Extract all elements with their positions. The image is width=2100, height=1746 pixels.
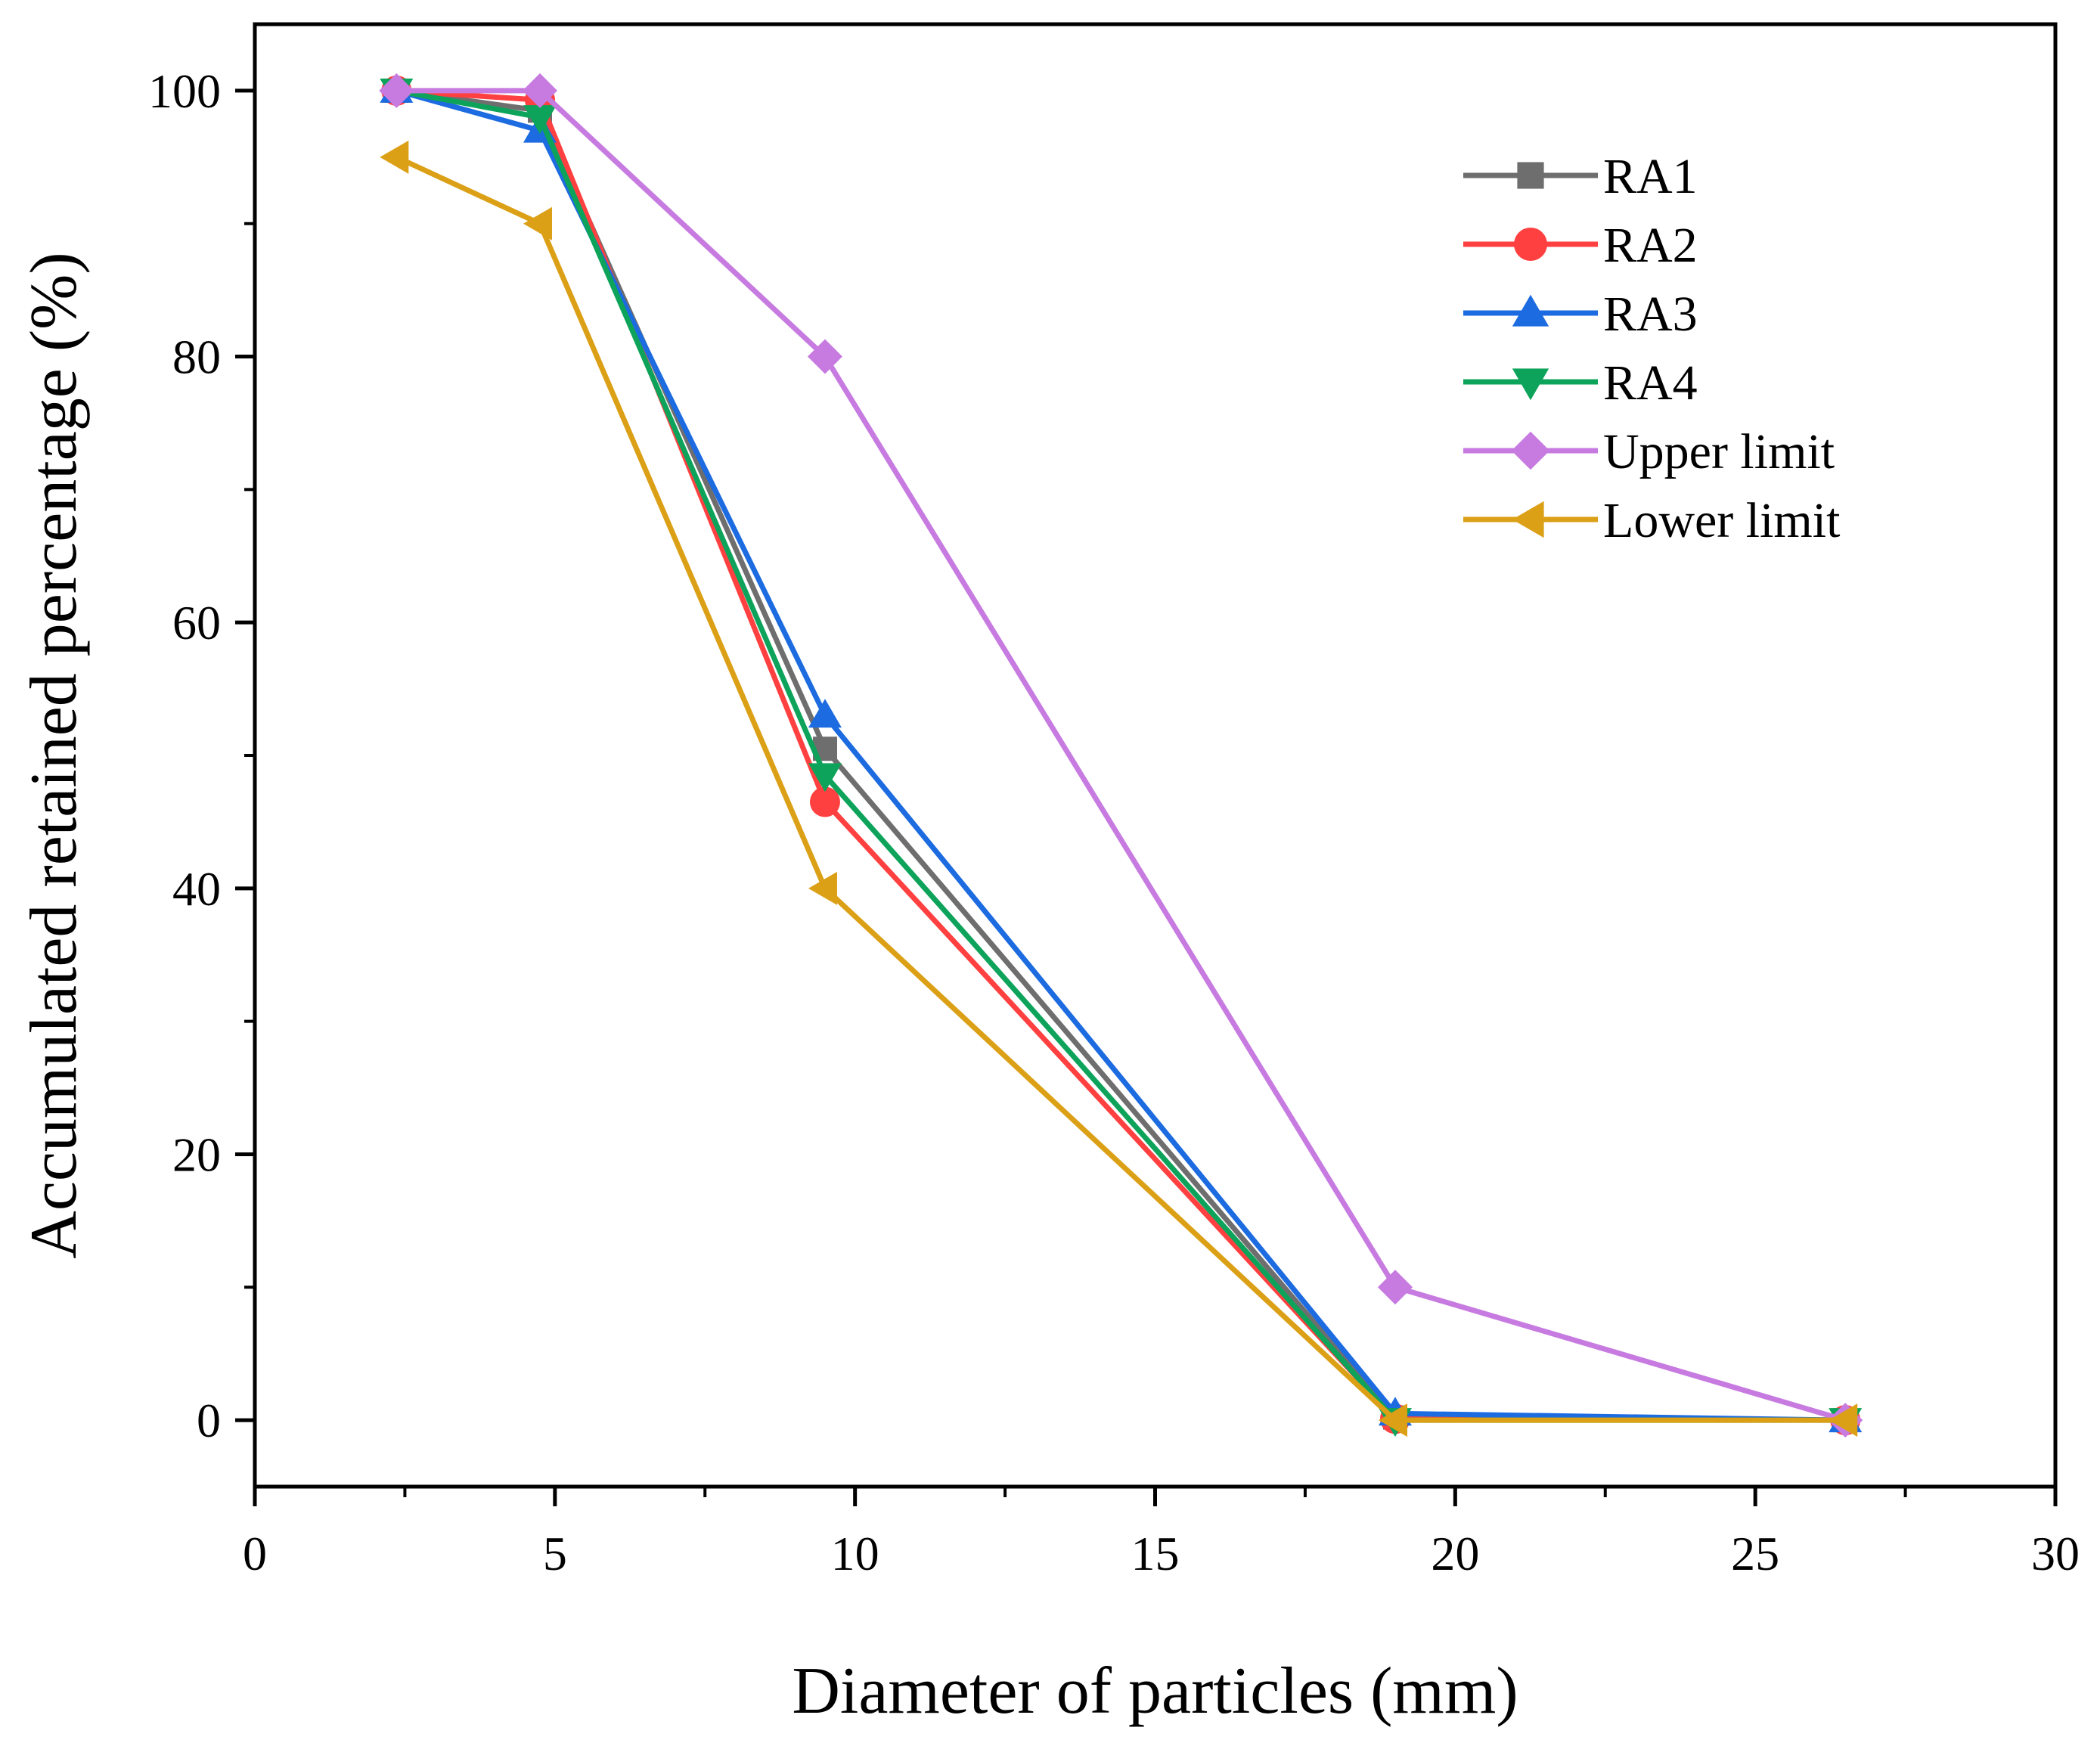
legend-label: RA1 (1603, 149, 1698, 204)
axes: 0 5 10 15 20 25 30 0 20 40 60 80 100 (148, 64, 2080, 1580)
legend-marker (1511, 431, 1550, 470)
data-point (379, 73, 414, 108)
y-tick-label: 0 (197, 1394, 221, 1447)
legend-marker (1514, 228, 1547, 261)
data-point (523, 206, 552, 240)
data-point (1829, 1403, 1858, 1437)
x-tick-label: 5 (543, 1527, 567, 1580)
legend-item: RA1 (1463, 149, 1698, 204)
x-tick-label: 15 (1131, 1527, 1180, 1580)
data-point (808, 699, 842, 728)
legend-marker (1512, 368, 1549, 401)
y-axis-title: Accumulated retained percentage (%) (17, 252, 91, 1258)
legend-label: RA3 (1603, 287, 1698, 342)
legend-item: Upper limit (1463, 424, 1835, 479)
data-point (523, 105, 557, 135)
y-tick-label: 100 (148, 64, 221, 118)
data-point (807, 339, 842, 374)
y-tick-label: 80 (172, 330, 221, 384)
data-point (1378, 1403, 1407, 1437)
y-tick-label: 20 (172, 1127, 221, 1181)
legend-marker (1512, 501, 1544, 538)
x-tick-label: 20 (1431, 1527, 1479, 1580)
legend-item: RA2 (1463, 218, 1698, 273)
legend-label: RA2 (1603, 218, 1698, 273)
x-tick-label: 30 (2031, 1527, 2080, 1580)
y-tick-label: 60 (172, 596, 221, 650)
legend-item: RA4 (1463, 355, 1698, 411)
plot-series (379, 73, 1863, 1438)
data-point (809, 786, 840, 817)
legend-label: Upper limit (1603, 424, 1835, 479)
legend: RA1 RA2 RA3 RA4 Upper limit Lower limit (1463, 149, 1840, 548)
x-tick-label: 0 (243, 1527, 267, 1580)
x-tick-label: 10 (831, 1527, 879, 1580)
data-point (808, 871, 837, 905)
series-lower-limit (380, 140, 1858, 1437)
legend-label: RA4 (1603, 355, 1698, 411)
legend-item: Lower limit (1463, 493, 1840, 548)
x-axis-title: Diameter of particles (mm) (792, 1655, 1518, 1728)
data-point (1377, 1270, 1413, 1305)
legend-item: RA3 (1463, 287, 1698, 342)
x-tick-label: 25 (1731, 1527, 1779, 1580)
data-point (380, 140, 409, 174)
y-tick-label: 40 (172, 862, 221, 916)
legend-marker (1512, 294, 1549, 327)
data-point (522, 73, 557, 108)
legend-marker (1517, 162, 1544, 189)
legend-label: Lower limit (1603, 493, 1840, 548)
data-point (808, 763, 842, 792)
